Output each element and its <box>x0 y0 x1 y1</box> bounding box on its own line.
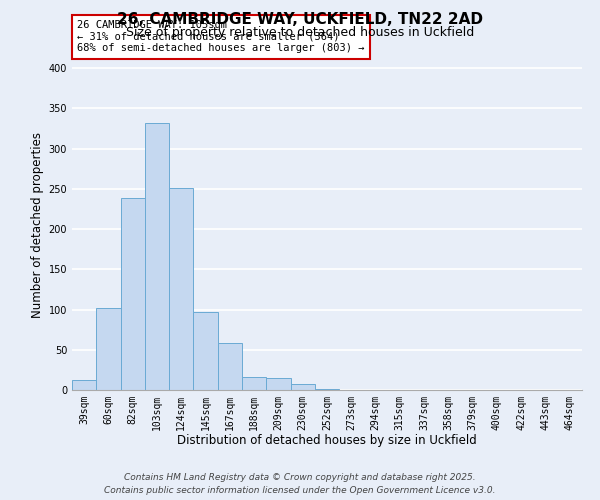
Bar <box>121 198 145 390</box>
Text: 26 CAMBRIDGE WAY: 105sqm
← 31% of detached houses are smaller (364)
68% of semi-: 26 CAMBRIDGE WAY: 105sqm ← 31% of detach… <box>77 20 365 54</box>
Bar <box>193 312 218 390</box>
Bar <box>315 389 339 390</box>
Bar <box>266 378 290 390</box>
X-axis label: Distribution of detached houses by size in Uckfield: Distribution of detached houses by size … <box>177 434 477 448</box>
Text: Contains HM Land Registry data © Crown copyright and database right 2025.
Contai: Contains HM Land Registry data © Crown c… <box>104 474 496 495</box>
Bar <box>242 377 266 390</box>
Bar <box>290 384 315 390</box>
Y-axis label: Number of detached properties: Number of detached properties <box>31 132 44 318</box>
Bar <box>96 308 121 390</box>
Bar <box>145 123 169 390</box>
Bar <box>169 188 193 390</box>
Bar <box>218 342 242 390</box>
Bar <box>72 380 96 390</box>
Text: 26, CAMBRIDGE WAY, UCKFIELD, TN22 2AD: 26, CAMBRIDGE WAY, UCKFIELD, TN22 2AD <box>117 12 483 28</box>
Text: Size of property relative to detached houses in Uckfield: Size of property relative to detached ho… <box>126 26 474 39</box>
